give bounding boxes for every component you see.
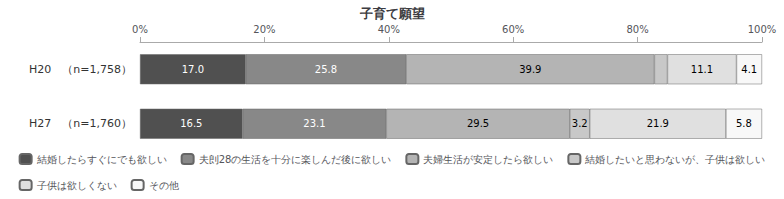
svg-text:11.1: 11.1: [691, 64, 713, 75]
svg-text:21.9: 21.9: [647, 118, 669, 129]
svg-text:39.9: 39.9: [519, 64, 541, 75]
svg-text:25.8: 25.8: [315, 64, 337, 75]
svg-text:20%: 20%: [253, 24, 275, 35]
svg-text:29.5: 29.5: [467, 118, 489, 129]
svg-text:結婚したらすぐにでも欲しい: 結婚したらすぐにでも欲しい: [36, 154, 167, 165]
svg-text:17.0: 17.0: [182, 64, 204, 75]
svg-text:4.1: 4.1: [741, 64, 757, 75]
svg-text:5.8: 5.8: [736, 118, 752, 129]
svg-text:子育て願望: 子育て願望: [359, 6, 425, 21]
svg-text:80%: 80%: [626, 24, 648, 35]
svg-text:夫婦生活が安定したら欲しい: 夫婦生活が安定したら欲しい: [423, 154, 553, 165]
svg-text:H27 （n=1,760）: H27 （n=1,760）: [29, 117, 132, 130]
svg-text:16.5: 16.5: [180, 118, 202, 129]
svg-text:結婚したいと思わないが、子供は欲しい: 結婚したいと思わないが、子供は欲しい: [584, 154, 765, 165]
svg-text:40%: 40%: [378, 24, 400, 35]
svg-text:夫剆28の生活を十分に楽しんだ後に欲しい: 夫剆28の生活を十分に楽しんだ後に欲しい: [199, 154, 392, 165]
svg-text:その他: その他: [149, 180, 179, 191]
svg-text:23.1: 23.1: [303, 118, 325, 129]
svg-text:H20 （n=1,758）: H20 （n=1,758）: [29, 63, 132, 76]
svg-text:100%: 100%: [748, 24, 777, 35]
svg-text:子供は欲しくない: 子供は欲しくない: [37, 180, 117, 191]
svg-text:0%: 0%: [132, 24, 148, 35]
svg-text:3.2: 3.2: [572, 118, 588, 129]
svg-text:60%: 60%: [502, 24, 524, 35]
